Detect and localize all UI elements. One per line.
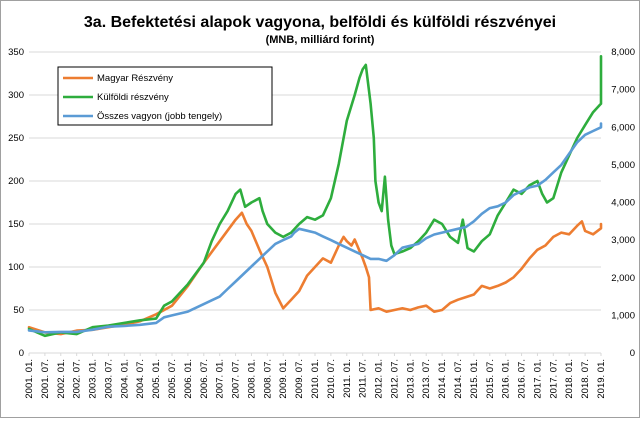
left-tick-label: 100 — [8, 262, 24, 273]
right-axis-ticks: 0 1,000 2,000 3,000 4,000 5,000 6,000 7,000 8,00… — [611, 47, 635, 359]
x-tick-label: 2008. 01. — [246, 359, 257, 399]
x-tick-label: 2013. 07. — [421, 359, 432, 399]
x-tick-label: 2007. 07. — [231, 359, 242, 399]
x-tick-label: 2017. 01. — [532, 359, 543, 399]
right-tick-label: 5,000 — [611, 160, 635, 171]
x-tick-label: 2002. 07. — [72, 359, 83, 399]
x-tick-label: 2010. 01. — [310, 359, 321, 399]
x-tick-label: 2006. 07. — [199, 359, 210, 399]
series-lines — [27, 54, 603, 338]
x-tick-label: 2014. 07. — [453, 359, 464, 399]
right-tick-label: 7,000 — [611, 85, 635, 96]
x-tick-label: 2008. 07. — [262, 359, 273, 399]
x-tick-label: 2009. 07. — [294, 359, 305, 399]
right-tick-label: 0 — [630, 348, 635, 359]
legend-label-kulfoldi: Külföldi részvény — [97, 92, 169, 103]
x-axis-ticks: 2001. 01. 2001. 07. 2002. 01. 2002. 07. 2003… — [24, 353, 607, 399]
x-tick-label: 2015. 01. — [469, 359, 480, 399]
left-axis-ticks: 0 50 100 150 200 250 300 350 — [8, 47, 24, 359]
x-tick-label: 2005. 01. — [151, 359, 162, 399]
left-tick-label: 0 — [19, 348, 24, 359]
chart-title: 3a. Befektetési alapok vagyona, belföldi… — [84, 14, 556, 31]
right-tick-label: 3,000 — [611, 235, 635, 246]
x-tick-label: 2010. 07. — [326, 359, 337, 399]
left-tick-label: 350 — [8, 47, 24, 58]
x-tick-label: 2003. 07. — [103, 359, 114, 399]
legend-label-osszes: Összes vagyon (jobb tengely) — [97, 111, 222, 122]
x-tick-label: 2004. 01. — [119, 359, 130, 399]
right-tick-label: 4,000 — [611, 198, 635, 209]
legend-label-magyar: Magyar Részvény — [97, 73, 173, 84]
legend: Magyar Részvény Külföldi részvény Összes… — [57, 66, 273, 126]
chart-subtitle: (MNB, milliárd forint) — [266, 34, 375, 46]
x-tick-label: 2007. 01. — [215, 359, 226, 399]
x-tick-label: 2015. 07. — [485, 359, 496, 399]
x-tick-label: 2011. 07. — [358, 359, 369, 398]
series-line-2 — [27, 122, 603, 334]
x-tick-label: 2011. 01. — [342, 359, 353, 398]
x-tick-label: 2017. 07. — [548, 359, 559, 399]
x-tick-label: 2001. 01. — [24, 359, 35, 399]
x-tick-label: 2002. 01. — [56, 359, 67, 399]
x-tick-label: 2016. 07. — [517, 359, 528, 399]
left-tick-label: 150 — [8, 219, 24, 230]
series-line-0 — [27, 211, 603, 336]
x-tick-label: 2012. 07. — [389, 359, 400, 399]
series-line-1 — [27, 54, 603, 338]
left-tick-label: 50 — [13, 305, 24, 316]
x-tick-label: 2001. 07. — [40, 359, 51, 399]
x-tick-label: 2016. 01. — [501, 359, 512, 399]
x-tick-label: 2009. 01. — [278, 359, 289, 399]
x-tick-label: 2018. 01. — [564, 359, 575, 399]
x-tick-label: 2004. 07. — [135, 359, 146, 399]
right-tick-label: 8,000 — [611, 47, 635, 58]
legend-box — [57, 66, 273, 126]
x-tick-label: 2014. 01. — [437, 359, 448, 399]
x-tick-label: 2006. 01. — [183, 359, 194, 399]
x-tick-label: 2013. 01. — [405, 359, 416, 399]
x-tick-label: 2012. 01. — [374, 359, 385, 399]
right-tick-label: 6,000 — [611, 122, 635, 133]
left-tick-label: 300 — [8, 90, 24, 101]
right-tick-label: 1,000 — [611, 310, 635, 321]
x-tick-label: 2018. 07. — [580, 359, 591, 399]
x-tick-label: 2003. 01. — [88, 359, 99, 399]
x-tick-label: 2019. 01. — [596, 359, 607, 399]
left-tick-label: 250 — [8, 133, 24, 144]
x-tick-label: 2005. 07. — [167, 359, 178, 399]
left-tick-label: 200 — [8, 176, 24, 187]
right-tick-label: 2,000 — [611, 273, 635, 284]
